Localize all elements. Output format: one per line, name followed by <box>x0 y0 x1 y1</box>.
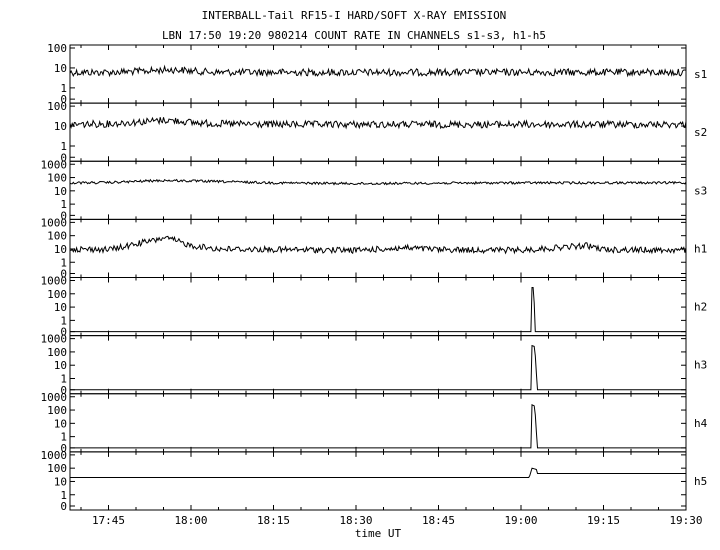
y-tick-label: 0 <box>60 93 67 106</box>
panel-s1: 100 10 10 s1 <box>47 42 707 106</box>
channel-label-h2: h2 <box>694 301 707 314</box>
channel-label-h4: h4 <box>694 417 708 430</box>
channel-label-s3: s3 <box>694 184 707 197</box>
series-h2 <box>70 287 686 333</box>
channel-label-s1: s1 <box>694 68 707 81</box>
channel-label-h3: h3 <box>694 359 707 372</box>
series-s3 <box>69 178 687 186</box>
channel-label-h1: h1 <box>694 242 707 255</box>
x-tick-label: 18:00 <box>174 514 207 527</box>
y-tick-label: 10 <box>54 120 67 133</box>
panel-frame <box>69 102 687 162</box>
series-s1 <box>69 64 687 78</box>
y-tick-label: 100 <box>47 288 67 301</box>
y-tick-label: 1 <box>60 256 67 269</box>
x-tick-label: 18:45 <box>422 514 455 527</box>
panel-frame <box>69 218 687 278</box>
channel-label-s2: s2 <box>694 126 707 139</box>
panel-frame <box>69 393 687 453</box>
series-h1 <box>69 235 687 255</box>
panel-frame <box>69 335 687 395</box>
y-tick-label: 1 <box>60 198 67 211</box>
y-tick-label: 100 <box>47 404 67 417</box>
x-tick-label: 19:15 <box>587 514 620 527</box>
y-tick-label: 1000 <box>41 333 68 346</box>
chart-title: INTERBALL-Tail RF15-I HARD/SOFT X-RAY EM… <box>202 9 507 22</box>
y-tick-label: 10 <box>54 62 67 75</box>
y-tick-label: 10 <box>54 301 67 314</box>
y-tick-label: 1 <box>60 373 67 386</box>
y-tick-label: 1000 <box>41 275 68 288</box>
y-tick-label: 10 <box>54 359 67 372</box>
y-tick-label: 1000 <box>41 449 68 462</box>
series-s2 <box>69 116 687 130</box>
x-axis-label: time UT <box>355 527 402 540</box>
x-axis: 17:45 18:00 18:15 18:30 18:45 19:00 19:15 19:30 <box>92 514 703 527</box>
y-tick-label: 10 <box>54 417 67 430</box>
y-tick-label: 0 <box>60 442 67 455</box>
y-tick-label: 1 <box>60 489 67 502</box>
y-tick-label: 0 <box>60 326 67 339</box>
y-tick-label: 100 <box>47 172 67 185</box>
series-h3 <box>70 344 686 391</box>
y-tick-label: 10 <box>54 185 67 198</box>
y-tick-label: 0 <box>60 384 67 397</box>
y-tick-label: 100 <box>47 230 67 243</box>
chart-subtitle: LBN 17:50 19:20 980214 COUNT RATE IN CHA… <box>162 29 546 42</box>
y-tick-label: 1 <box>60 140 67 153</box>
series-h5 <box>70 467 686 478</box>
y-tick-label: 100 <box>47 42 67 55</box>
y-tick-label: 1 <box>60 82 67 95</box>
y-tick-label: 100 <box>47 346 67 359</box>
x-tick-label: 18:30 <box>339 514 372 527</box>
y-tick-label: 1 <box>60 431 67 444</box>
y-tick-label: 1000 <box>41 216 68 229</box>
y-tick-label: 0 <box>60 151 67 164</box>
panel-s2: 100 10 10 s2 <box>47 100 707 164</box>
x-tick-label: 19:00 <box>504 514 537 527</box>
y-tick-label: 10 <box>54 243 67 256</box>
x-tick-label: 17:45 <box>92 514 125 527</box>
y-tick-label: 0 <box>60 500 67 513</box>
y-tick-label: 1 <box>60 314 67 327</box>
panel-frame <box>69 451 687 511</box>
y-tick-label: 100 <box>47 462 67 475</box>
panel-frame <box>69 160 687 220</box>
y-tick-label: 0 <box>60 268 67 281</box>
y-tick-label: 10 <box>54 475 67 488</box>
y-tick-label: 100 <box>47 100 67 113</box>
y-tick-label: 1000 <box>41 158 68 171</box>
series-h4 <box>70 404 686 449</box>
panels: 1001010s11001010s210001001010s3100010010… <box>41 42 708 513</box>
y-tick-label: 1000 <box>41 391 68 404</box>
panel-frame <box>69 277 687 337</box>
x-tick-label: 18:15 <box>257 514 290 527</box>
channel-label-h5: h5 <box>694 475 707 488</box>
y-tick-label: 0 <box>60 209 67 222</box>
x-tick-label: 19:30 <box>669 514 702 527</box>
